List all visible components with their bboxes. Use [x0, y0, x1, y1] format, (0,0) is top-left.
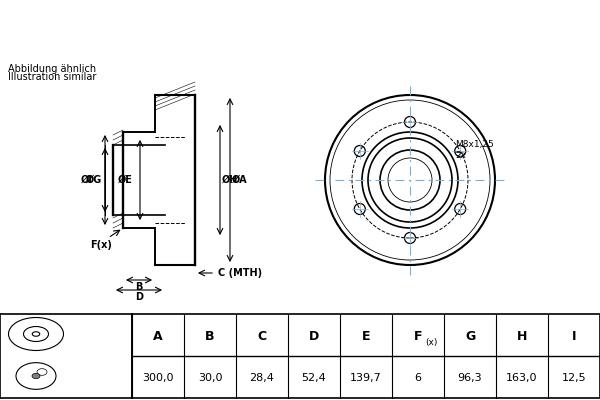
Text: M8x1,25
2x: M8x1,25 2x — [455, 140, 494, 160]
Text: F(x): F(x) — [90, 240, 112, 250]
Circle shape — [32, 373, 40, 379]
Text: F: F — [414, 330, 422, 343]
Text: ØE: ØE — [118, 175, 133, 185]
Text: Abbildung ähnlich: Abbildung ähnlich — [8, 64, 96, 74]
Text: A: A — [153, 330, 163, 343]
Text: ØI: ØI — [81, 175, 93, 185]
Text: Illustration similar: Illustration similar — [8, 72, 97, 82]
Text: D: D — [135, 292, 143, 302]
Text: 30,0: 30,0 — [198, 373, 222, 383]
Text: B: B — [136, 282, 143, 292]
Text: 6: 6 — [415, 373, 421, 383]
Text: 139,7: 139,7 — [350, 373, 382, 383]
Text: C (MTH): C (MTH) — [218, 268, 262, 278]
Text: H: H — [517, 330, 527, 343]
Text: D: D — [309, 330, 319, 343]
Text: 52,4: 52,4 — [302, 373, 326, 383]
Text: ØG: ØG — [86, 175, 102, 185]
Text: 12,5: 12,5 — [562, 373, 586, 383]
Text: (x): (x) — [425, 338, 437, 347]
Text: B: B — [205, 330, 215, 343]
Text: ØH: ØH — [222, 175, 238, 185]
Bar — [132, 314, 600, 398]
Text: E: E — [362, 330, 370, 343]
Text: 163,0: 163,0 — [506, 373, 538, 383]
Text: 28,4: 28,4 — [250, 373, 274, 383]
Text: 24.0130-0239.1: 24.0130-0239.1 — [130, 14, 326, 34]
Text: 300,0: 300,0 — [142, 373, 174, 383]
Text: I: I — [572, 330, 576, 343]
Text: C: C — [257, 330, 266, 343]
Text: 96,3: 96,3 — [458, 373, 482, 383]
Text: G: G — [465, 330, 475, 343]
Text: 430239: 430239 — [386, 14, 478, 34]
Text: ØA: ØA — [232, 175, 248, 185]
